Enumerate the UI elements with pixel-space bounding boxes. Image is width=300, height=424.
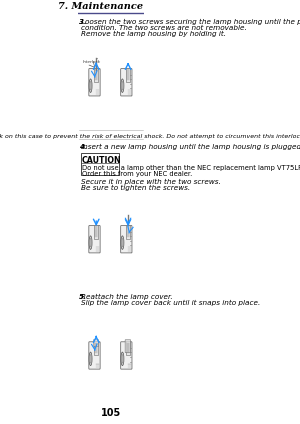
Circle shape: [90, 238, 92, 247]
Bar: [94, 341, 98, 355]
Text: Order this from your NEC dealer.: Order this from your NEC dealer.: [82, 171, 192, 177]
Circle shape: [89, 352, 92, 365]
Text: CAUTION: CAUTION: [82, 156, 121, 165]
FancyBboxPatch shape: [81, 153, 119, 175]
FancyBboxPatch shape: [125, 340, 131, 353]
Bar: [94, 225, 98, 239]
Text: 7. Maintenance: 7. Maintenance: [58, 2, 143, 11]
Text: Interlock: Interlock: [83, 60, 101, 64]
Text: Loosen the two screws securing the lamp housing until the phillips screwdriver g: Loosen the two screws securing the lamp …: [81, 19, 300, 25]
Text: Remove the lamp housing by holding it.: Remove the lamp housing by holding it.: [81, 31, 226, 37]
Text: Do not use a lamp other than the NEC replacement lamp VT75LP.: Do not use a lamp other than the NEC rep…: [82, 165, 300, 171]
Text: 105: 105: [101, 408, 121, 418]
Circle shape: [121, 352, 124, 365]
Text: 3.: 3.: [79, 19, 87, 25]
Text: NOTE: There is an interlock on this case to prevent the risk of electrical shock: NOTE: There is an interlock on this case…: [0, 134, 300, 139]
Text: Insert a new lamp housing until the lamp housing is plugged into the socket.: Insert a new lamp housing until the lamp…: [81, 144, 300, 150]
FancyBboxPatch shape: [93, 340, 99, 346]
Circle shape: [89, 79, 92, 92]
FancyBboxPatch shape: [121, 226, 132, 253]
Bar: [126, 341, 130, 355]
Bar: [126, 68, 130, 82]
FancyBboxPatch shape: [121, 342, 132, 369]
Circle shape: [89, 236, 92, 249]
Text: 4.: 4.: [79, 144, 87, 150]
Text: Be sure to tighten the screws.: Be sure to tighten the screws.: [81, 184, 190, 191]
Bar: [126, 225, 130, 239]
Text: condition. The two screws are not removable.: condition. The two screws are not remova…: [81, 25, 247, 31]
FancyBboxPatch shape: [89, 342, 100, 369]
Text: Slip the lamp cover back until it snaps into place.: Slip the lamp cover back until it snaps …: [81, 300, 260, 306]
Text: 5.: 5.: [79, 294, 87, 300]
Text: Reattach the lamp cover.: Reattach the lamp cover.: [81, 294, 172, 300]
Circle shape: [90, 354, 92, 363]
Circle shape: [122, 354, 123, 363]
Bar: [94, 68, 98, 82]
FancyBboxPatch shape: [121, 69, 132, 96]
Circle shape: [122, 81, 123, 90]
FancyBboxPatch shape: [89, 226, 100, 253]
Circle shape: [122, 238, 123, 247]
Circle shape: [121, 236, 124, 249]
Circle shape: [121, 79, 124, 92]
FancyBboxPatch shape: [89, 69, 100, 96]
Text: Secure it in place with the two screws.: Secure it in place with the two screws.: [81, 179, 220, 185]
Circle shape: [90, 81, 92, 90]
